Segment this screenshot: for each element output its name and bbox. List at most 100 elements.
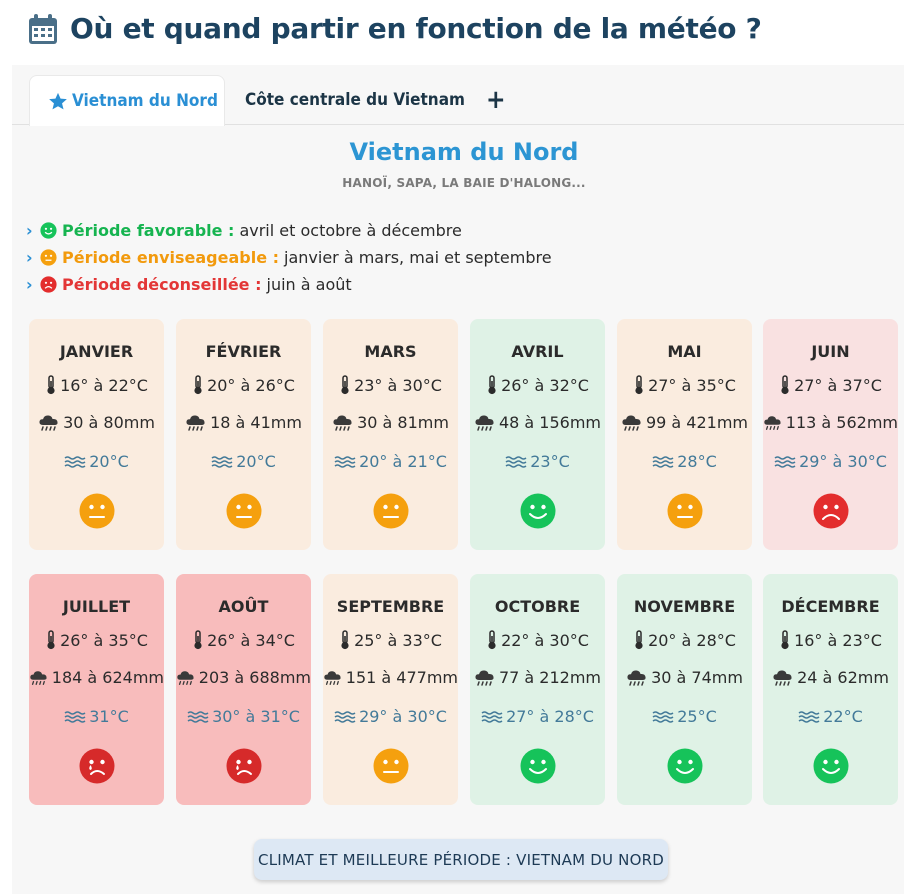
month-card[interactable]: AOÛT 26° à 34°C 203 à 688mm 30° à 31°C [176, 574, 311, 805]
rain-cloud-icon [30, 670, 47, 685]
water-waves-icon [652, 710, 674, 723]
water-waves-icon [652, 455, 674, 468]
month-card[interactable]: NOVEMBRE 20° à 28°C 30 à 74mm 25°C [617, 574, 752, 805]
chevron-right-icon: › [26, 275, 33, 294]
rainfall-value: 48 à 156mm [498, 413, 602, 432]
temperature-value: 23° à 30°C [354, 375, 442, 395]
month-card[interactable]: SEPTEMBRE 25° à 33°C 151 à 477mm 29° à 30°C [323, 574, 458, 805]
temperature-value: 26° à 32°C [501, 375, 589, 395]
rainfall-row: 77 à 212mm [470, 668, 605, 687]
month-card[interactable]: JANVIER 16° à 22°C 30 à 80mm 20°C [29, 319, 164, 550]
neutral-face-icon [226, 493, 261, 529]
month-card[interactable]: DÉCEMBRE 16° à 23°C 24 à 62mm 22°C [763, 574, 898, 805]
rain-cloud-icon [475, 669, 494, 686]
thermometer-icon [635, 630, 643, 650]
water-waves-icon [334, 455, 356, 468]
month-card[interactable]: MAI 27° à 35°C 99 à 421mm 28°C [617, 319, 752, 550]
add-tab-button[interactable]: + [486, 75, 506, 125]
month-name: FÉVRIER [205, 342, 282, 361]
rain-cloud-icon [475, 414, 494, 431]
region-subtitle: HANOÏ, SAPA, LA BAIE D'HALONG... [342, 176, 586, 190]
water-waves-icon [505, 455, 527, 468]
sea-temperature-row: 27° à 28°C [470, 707, 605, 726]
temperature-value: 26° à 34°C [207, 630, 295, 650]
sea-temperature-row: 23°C [470, 452, 605, 471]
month-name: DÉCEMBRE [781, 597, 880, 616]
rainfall-row: 184 à 624mm [29, 668, 164, 687]
sea-temperature-row: 20°C [29, 452, 164, 471]
frown-icon [40, 276, 57, 293]
temperature-value: 27° à 35°C [648, 375, 736, 395]
sea-temperature-value: 25°C [677, 707, 717, 726]
rain-cloud-icon [324, 670, 341, 685]
rainfall-value: 30 à 80mm [63, 413, 155, 432]
sea-temperature-value: 29° à 30°C [359, 707, 447, 726]
temperature-row: 25° à 33°C [323, 630, 458, 650]
month-name: JUILLET [62, 597, 131, 616]
temperature-row: 16° à 23°C [763, 630, 898, 650]
rainfall-row: 30 à 81mm [323, 413, 458, 432]
frown-icon [813, 493, 848, 529]
rainfall-value: 151 à 477mm [345, 668, 458, 687]
tab-vietnam-du-nord[interactable]: Vietnam du Nord [29, 75, 225, 126]
rain-cloud-icon [39, 414, 58, 431]
temperature-row: 26° à 35°C [29, 630, 164, 650]
temperature-row: 16° à 22°C [29, 375, 164, 395]
month-card[interactable]: JUIN 27° à 37°C 113 à 562mm 29° à 30°C [763, 319, 898, 550]
rain-cloud-icon [773, 669, 792, 686]
tab-label: Vietnam du Nord [72, 91, 218, 111]
tab-label: Côte centrale du Vietnam [245, 90, 465, 110]
month-card[interactable]: JUILLET 26° à 35°C 184 à 624mm 31°C [29, 574, 164, 805]
rain-cloud-icon [333, 414, 352, 431]
temperature-row: 27° à 35°C [617, 375, 752, 395]
thermometer-icon [341, 375, 349, 395]
rain-cloud-icon [764, 415, 781, 430]
thermometer-icon [194, 375, 202, 395]
rainfall-value: 203 à 688mm [198, 668, 311, 687]
tab-cote-centrale[interactable]: Côte centrale du Vietnam [245, 75, 465, 125]
sea-temperature-value: 30° à 31°C [212, 707, 300, 726]
rainfall-row: 151 à 477mm [323, 668, 458, 687]
rainfall-value: 113 à 562mm [785, 413, 898, 432]
period-deconseillee: › Période déconseillée : juin à août [26, 271, 552, 298]
month-name: MARS [364, 342, 417, 361]
climate-details-button[interactable]: CLIMAT ET MEILLEURE PÉRIODE : VIETNAM DU… [254, 839, 668, 880]
month-card[interactable]: FÉVRIER 20° à 26°C 18 à 41mm 20°C [176, 319, 311, 550]
temperature-value: 20° à 26°C [207, 375, 295, 395]
temperature-value: 25° à 33°C [354, 630, 442, 650]
temperature-row: 22° à 30°C [470, 630, 605, 650]
thermometer-icon [341, 630, 349, 650]
sea-temperature-value: 22°C [823, 707, 863, 726]
thermometer-icon [47, 630, 55, 650]
calendar-icon [29, 13, 57, 44]
month-card[interactable]: AVRIL 26° à 32°C 48 à 156mm 23°C [470, 319, 605, 550]
crying-face-icon [226, 748, 261, 784]
temperature-value: 20° à 28°C [648, 630, 736, 650]
neutral-face-icon [667, 493, 702, 529]
sea-temperature-row: 30° à 31°C [176, 707, 311, 726]
rainfall-row: 99 à 421mm [617, 413, 752, 432]
water-waves-icon [774, 455, 796, 468]
rain-cloud-icon [177, 670, 194, 685]
sea-temperature-value: 29° à 30°C [799, 452, 887, 471]
month-card[interactable]: MARS 23° à 30°C 30 à 81mm 20° à 21°C [323, 319, 458, 550]
period-enviseageable: › Période enviseageable : janvier à mars… [26, 244, 552, 271]
sea-temperature-value: 20° à 21°C [359, 452, 447, 471]
water-waves-icon [64, 710, 86, 723]
neutral-face-icon [373, 748, 408, 784]
month-name: OCTOBRE [494, 597, 581, 616]
month-card[interactable]: OCTOBRE 22° à 30°C 77 à 212mm 27° à 28°C [470, 574, 605, 805]
month-name: JUIN [811, 342, 850, 361]
sea-temperature-row: 29° à 30°C [323, 707, 458, 726]
rainfall-row: 203 à 688mm [176, 668, 311, 687]
rainfall-row: 30 à 80mm [29, 413, 164, 432]
sea-temperature-value: 27° à 28°C [506, 707, 594, 726]
sea-temperature-value: 28°C [677, 452, 717, 471]
sea-temperature-value: 23°C [530, 452, 570, 471]
period-value: janvier à mars, mai et septembre [284, 248, 552, 267]
period-value: avril et octobre à décembre [239, 221, 462, 240]
month-name: JANVIER [59, 342, 134, 361]
crying-face-icon [79, 748, 114, 784]
sea-temperature-row: 28°C [617, 452, 752, 471]
sea-temperature-value: 20°C [89, 452, 129, 471]
